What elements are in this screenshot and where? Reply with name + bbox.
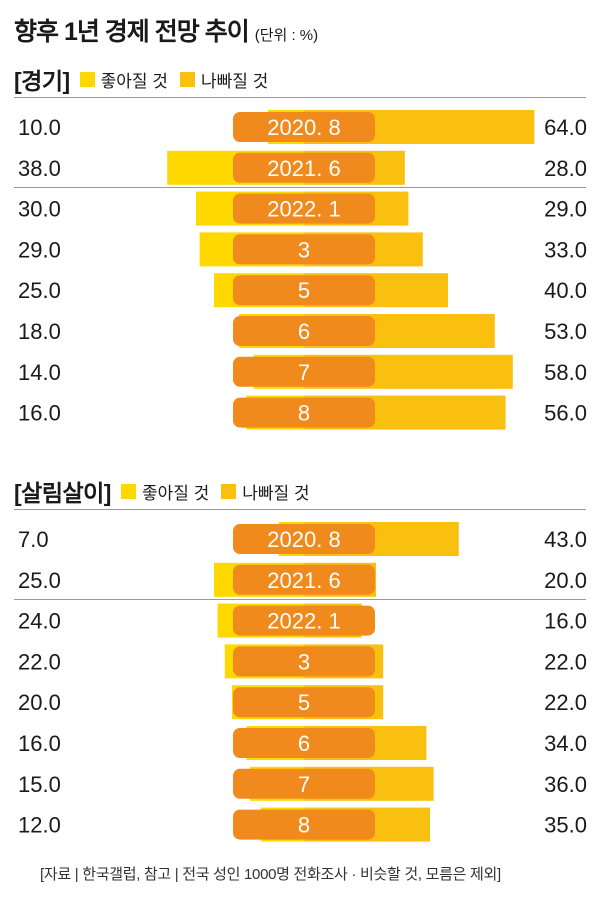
economy-good-value: 16.0	[18, 401, 61, 426]
legend-good: 좋아질 것	[120, 479, 210, 504]
living-period-label: 5	[298, 690, 310, 715]
economy-bad-value: 53.0	[544, 319, 587, 344]
economy-good-value: 25.0	[18, 278, 61, 303]
living-section-header: [살림살이] 좋아질 것 나빠질 것	[14, 474, 322, 508]
economy-period-box	[233, 397, 375, 428]
legend-good-label: 좋아질 것	[141, 483, 210, 503]
economy-bad-value: 56.0	[544, 401, 587, 426]
legend-bad-swatch	[179, 71, 195, 87]
living-good-value: 12.0	[18, 813, 61, 838]
living-period-box	[233, 809, 375, 840]
living-good-value: 20.0	[18, 690, 61, 715]
legend-bad: 나빠질 것	[221, 479, 310, 504]
economy-good-value: 30.0	[18, 197, 61, 222]
economy-period-label: 2022. 1	[267, 197, 340, 222]
living-period-label: 2020. 8	[267, 527, 340, 552]
economy-good-value: 14.0	[18, 360, 61, 385]
living-good-value: 24.0	[18, 609, 61, 634]
living-bad-value: 22.0	[544, 690, 587, 715]
legend-bad-swatch	[221, 483, 237, 499]
economy-period-box	[233, 193, 375, 224]
living-period-label: 7	[298, 772, 310, 797]
living-section-title: [살림살이]	[14, 480, 111, 506]
economy-bad-value: 33.0	[544, 237, 587, 262]
living-good-value: 16.0	[18, 731, 61, 756]
living-bad-value: 16.0	[544, 609, 587, 634]
economy-bad-value: 40.0	[544, 278, 587, 303]
source-note: [자료 | 한국갤럽, 참고 | 전국 성인 1000명 전화조사 · 비슷할 …	[40, 866, 501, 883]
economy-period-box	[233, 316, 375, 346]
legend-bad: 나빠질 것	[179, 67, 269, 92]
living-good-value: 22.0	[18, 649, 61, 674]
economy-good-value: 10.0	[18, 115, 61, 140]
living-period-box	[233, 728, 375, 758]
section-divider	[14, 97, 586, 98]
economy-bad-value: 28.0	[544, 156, 587, 181]
legend-bad-label: 나빠질 것	[242, 483, 310, 503]
unit-label: (단위 : %)	[254, 27, 319, 44]
economy-bad-value: 29.0	[544, 197, 587, 222]
economy-good-value: 38.0	[18, 156, 61, 181]
living-period-label: 6	[298, 731, 310, 756]
economy-period-label: 5	[298, 278, 310, 303]
economy-period-box	[233, 152, 375, 183]
living-good-value: 25.0	[18, 568, 61, 593]
legend-bad-label: 나빠질 것	[200, 71, 269, 91]
economy-period-box	[233, 275, 375, 306]
living-bad-value: 43.0	[544, 527, 587, 552]
living-period-label: 3	[298, 649, 310, 674]
living-good-value: 7.0	[18, 527, 49, 552]
economy-section-header: [경기] 좋아질 것 나빠질 것	[14, 62, 280, 96]
living-bad-value: 36.0	[544, 772, 587, 797]
economy-period-label: 6	[298, 319, 310, 344]
living-period-label: 2022. 1	[267, 609, 340, 634]
living-period-box	[233, 605, 375, 636]
economy-period-label: 2020. 8	[267, 115, 340, 140]
living-bad-value: 22.0	[544, 649, 587, 674]
section-divider	[14, 509, 586, 510]
economy-good-value: 29.0	[18, 237, 61, 262]
economy-period-label: 8	[298, 401, 310, 426]
economy-bad-value: 64.0	[544, 115, 587, 140]
living-bad-value: 35.0	[544, 813, 587, 838]
economy-good-value: 18.0	[18, 319, 61, 344]
economy-period-label: 3	[298, 237, 310, 262]
chart-title: 향후 1년 경제 전망 추이 (단위 : %)	[14, 12, 318, 48]
economy-period-box	[233, 234, 375, 265]
legend-good-swatch	[79, 71, 95, 87]
economy-period-box	[233, 112, 375, 142]
economy-bad-value: 58.0	[544, 360, 587, 385]
legend-good-label: 좋아질 것	[100, 71, 168, 91]
economy-section-title: [경기]	[14, 68, 70, 94]
legend-good: 좋아질 것	[79, 67, 168, 92]
living-period-box	[233, 524, 375, 554]
economy-period-box	[233, 356, 375, 387]
living-period-box	[233, 687, 375, 718]
economy-period-label: 7	[298, 360, 310, 385]
living-bad-value: 20.0	[544, 568, 587, 593]
living-period-box	[233, 564, 375, 595]
living-bad-value: 34.0	[544, 731, 587, 756]
legend-good-swatch	[120, 483, 136, 499]
living-period-box	[233, 768, 375, 799]
living-good-value: 15.0	[18, 772, 61, 797]
living-period-box	[233, 646, 375, 677]
period-divider	[14, 599, 586, 600]
title-text: 향후 1년 경제 전망 추이	[14, 18, 250, 46]
economy-period-label: 2021. 6	[267, 156, 340, 181]
living-period-label: 2021. 6	[267, 568, 340, 593]
period-divider	[14, 187, 586, 188]
living-period-label: 8	[298, 813, 310, 838]
